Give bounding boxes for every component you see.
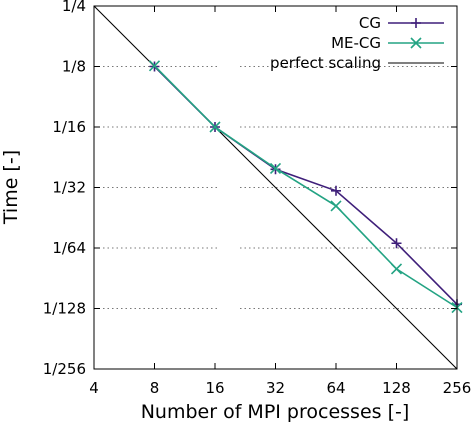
x-tick-label: 8 bbox=[150, 379, 160, 397]
x-axis-title: Number of MPI processes [-] bbox=[141, 401, 410, 423]
y-tick-label: 1/16 bbox=[52, 118, 86, 136]
legend-label-perfect-scaling: perfect scaling bbox=[270, 54, 381, 72]
cross-marker bbox=[148, 60, 161, 72]
plus-marker bbox=[331, 185, 341, 196]
y-axis-title: Time [-] bbox=[0, 150, 22, 225]
cross-marker bbox=[330, 200, 342, 212]
cross-marker bbox=[390, 263, 403, 275]
x-tick-label: 128 bbox=[382, 379, 411, 397]
y-tick-label: 1/128 bbox=[43, 300, 86, 318]
legend-label-cg: CG bbox=[359, 14, 381, 32]
series-line-me-cg bbox=[153, 65, 458, 309]
plus-marker bbox=[411, 18, 421, 28]
y-tick-label: 1/8 bbox=[62, 58, 86, 76]
y-tick-label: 1/4 bbox=[62, 0, 86, 15]
y-tick-label: 1/32 bbox=[52, 179, 86, 197]
x-tick-label: 256 bbox=[443, 379, 472, 397]
x-tick-label: 32 bbox=[266, 379, 285, 397]
cross-marker bbox=[209, 121, 221, 133]
y-tick-label: 1/64 bbox=[52, 239, 86, 257]
x-tick-label: 4 bbox=[89, 379, 99, 397]
plus-marker bbox=[391, 238, 402, 249]
x-tick-label: 64 bbox=[326, 379, 345, 397]
cross-marker bbox=[410, 37, 422, 49]
series-layer bbox=[93, 5, 463, 370]
legend-label-me-cg: ME-CG bbox=[331, 34, 381, 52]
x-tick-label: 16 bbox=[205, 379, 224, 397]
series-line-cg bbox=[153, 65, 458, 305]
y-tick-label: 1/256 bbox=[43, 360, 86, 378]
cross-marker bbox=[269, 162, 282, 174]
legend: CG ME-CG perfect scaling bbox=[270, 14, 444, 72]
